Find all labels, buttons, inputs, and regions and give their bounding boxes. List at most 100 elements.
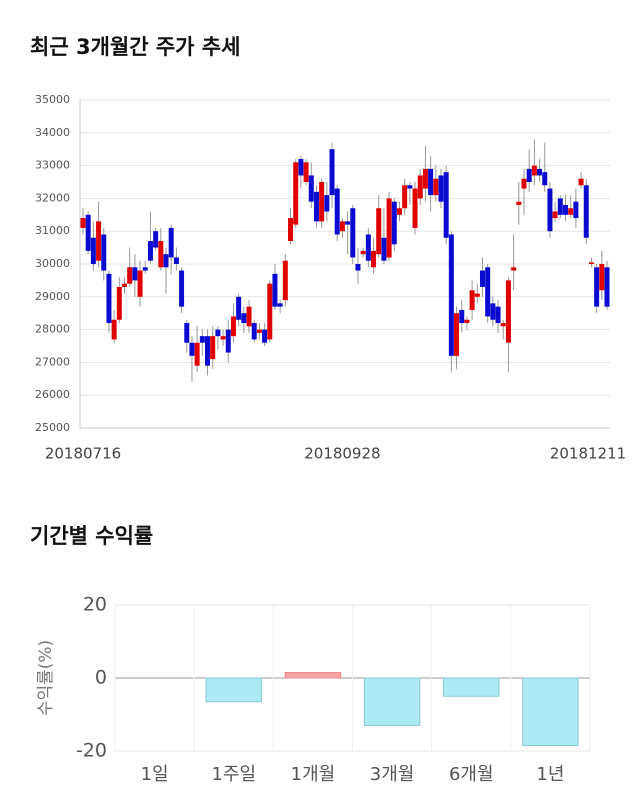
candle-body: [360, 250, 366, 255]
candle-body: [547, 188, 553, 232]
y-tick-label: 20: [83, 594, 107, 616]
candle-body: [205, 336, 211, 366]
candle-body: [339, 221, 345, 232]
x-tick-label: 1년: [536, 764, 564, 785]
candle-body: [282, 260, 288, 301]
y-tick-label: 0: [95, 667, 107, 689]
candle-body: [396, 208, 402, 215]
candle-body: [433, 178, 439, 196]
candle-body: [454, 313, 460, 356]
candle-body: [594, 267, 600, 307]
candle-body: [562, 204, 568, 215]
bar: [363, 677, 421, 726]
candle-body: [474, 293, 480, 297]
candle-body: [334, 188, 340, 235]
candle-body: [142, 267, 148, 271]
candle-body: [402, 185, 408, 209]
candle-body: [407, 185, 413, 189]
x-tick-label: 20180928: [304, 445, 380, 463]
candle-body: [168, 227, 174, 258]
candle-body: [179, 270, 185, 307]
candle-body: [443, 172, 449, 238]
candle-body: [262, 329, 268, 343]
candle-body: [272, 273, 278, 307]
candle-body: [90, 237, 96, 264]
chart-title: 최근 3개월간 주가 추세: [30, 35, 240, 59]
candle-body: [485, 267, 491, 317]
candle-body: [495, 306, 501, 324]
candle-body: [391, 201, 397, 245]
candle-body: [173, 257, 179, 264]
candle-body: [604, 267, 610, 307]
x-tick-label: 20180716: [45, 445, 121, 463]
candle-body: [464, 319, 470, 324]
candle-body: [490, 303, 496, 320]
candle-body: [303, 162, 309, 182]
candle-body: [526, 168, 532, 182]
y-tick-label: 28000: [35, 323, 70, 336]
candle-body: [111, 319, 117, 340]
candle-body: [428, 168, 434, 196]
candle-body: [230, 316, 236, 337]
candle-body: [459, 309, 465, 324]
candle-body: [293, 162, 299, 225]
candle-body: [537, 168, 543, 176]
candle-body: [251, 323, 257, 340]
y-tick-label: 32000: [35, 191, 70, 204]
candle-body: [106, 273, 112, 324]
candle-body: [288, 218, 294, 242]
candle-body: [220, 336, 226, 340]
candle-body: [153, 231, 159, 248]
candle-body: [438, 175, 444, 202]
y-tick-label: 33000: [35, 159, 70, 172]
candle-body: [137, 270, 143, 297]
x-tick-label: 20181211: [550, 445, 626, 463]
candle-body: [267, 283, 273, 340]
x-tick-label: 1일: [141, 764, 169, 785]
y-axis-label: 수익률(%): [36, 640, 56, 716]
candle-body: [298, 159, 304, 176]
y-tick-label: 29000: [35, 290, 70, 303]
candle-body: [127, 267, 133, 284]
candle-body: [583, 185, 589, 238]
candle-body: [365, 234, 371, 261]
y-tick-label: 34000: [35, 126, 70, 139]
candle-body: [578, 178, 584, 186]
y-tick-label: 30000: [35, 257, 70, 270]
candle-body: [116, 286, 122, 320]
candle-body: [573, 201, 579, 219]
candle-body: [85, 214, 91, 251]
candle-body: [215, 329, 221, 337]
candle-body: [417, 175, 423, 199]
candle-body: [521, 178, 527, 189]
candle-body: [132, 267, 138, 281]
x-tick-label: 3개월: [370, 764, 415, 785]
y-tick-label: 27000: [35, 355, 70, 368]
candle-body: [516, 201, 522, 205]
candle-body: [350, 208, 356, 258]
candle-body: [199, 336, 205, 343]
candle-body: [479, 270, 485, 287]
candle-body: [319, 182, 325, 222]
bar: [205, 677, 262, 703]
candle-body: [345, 221, 351, 225]
chart-title: 기간별 수익률: [30, 524, 153, 548]
candle-body: [448, 234, 454, 356]
candle-body: [241, 313, 247, 324]
candle-body: [225, 329, 231, 353]
candle-body: [96, 221, 102, 261]
candle-body: [599, 264, 605, 291]
y-tick-label: 35000: [35, 93, 70, 106]
candle-body: [531, 165, 537, 176]
candle-body: [194, 342, 200, 366]
candle-body: [557, 198, 563, 215]
candle-body: [381, 237, 387, 261]
candle-body: [386, 198, 392, 258]
candle-body: [588, 262, 594, 264]
candle-body: [505, 280, 511, 343]
candle-body: [500, 323, 506, 327]
bar: [522, 677, 579, 747]
candle-body: [511, 267, 517, 271]
x-tick-label: 6개월: [449, 764, 494, 785]
